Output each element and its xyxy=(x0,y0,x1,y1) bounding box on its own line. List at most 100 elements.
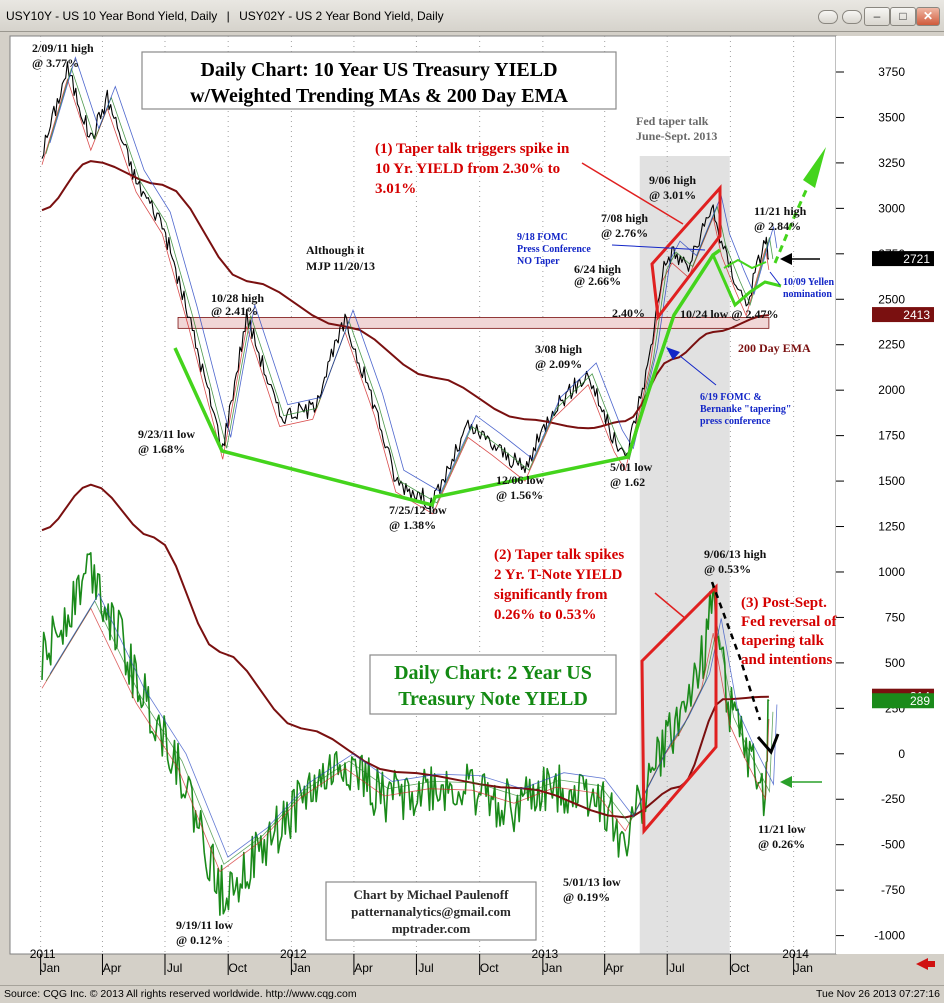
annotation-although: Although it xyxy=(306,243,364,257)
annotation-taper2: 2 Yr. T-Note YIELD xyxy=(494,567,623,583)
y-tick-label: 3500 xyxy=(878,110,905,124)
y-tick-label: 1000 xyxy=(878,565,905,579)
series-lines xyxy=(41,56,778,916)
window-pill-icon[interactable] xyxy=(818,10,838,24)
resistance-band xyxy=(177,317,770,329)
status-bar: Source: CQG Inc. © 2013 All rights reser… xyxy=(0,985,944,1003)
red-taper-box-2y xyxy=(640,583,718,836)
annotation-9-18-fomc: NO Taper xyxy=(517,256,560,267)
x-month-label: Apr xyxy=(605,961,624,975)
window-pill-icon-2[interactable] xyxy=(842,10,862,24)
moving-average-10y xyxy=(49,56,778,493)
annotation-9-23-11-low: 9/23/11 low xyxy=(138,427,195,441)
moving-average-2y xyxy=(49,592,778,858)
title-10y-box-line: Daily Chart: 10 Year US Treasury YIELD xyxy=(200,59,557,81)
annotation-7-25-12-low: @ 1.38% xyxy=(389,518,436,532)
credit-box-line: mptrader.com xyxy=(392,921,471,936)
annotation-2-09-11-high: 2/09/11 high xyxy=(32,41,94,55)
source-text: Source: CQG Inc. © 2013 All rights reser… xyxy=(4,988,357,1000)
series-line-1 xyxy=(41,160,770,430)
annotation-9-06-13-high: @ 0.53% xyxy=(704,562,751,576)
annotation-9-06-13-high: 9/06/13 high xyxy=(704,547,767,561)
annotation-11-21-high: 11/21 high xyxy=(754,204,807,218)
red-leader-taper2 xyxy=(654,592,687,620)
window-titlebar: USY10Y - US 10 Year Bond Yield, Daily | … xyxy=(0,0,944,32)
y-tick-label: 1500 xyxy=(878,474,905,488)
y-axis-ticks: 3750350032503000275025002250200017501500… xyxy=(836,65,905,943)
credit-box-line: patternanalytics@gmail.com xyxy=(351,904,511,919)
x-month-label: Jul xyxy=(167,961,182,975)
annotation-taper1: 3.01% xyxy=(375,181,416,197)
green-trendline-10y xyxy=(173,248,722,508)
annotation-3-08-high: 3/08 high xyxy=(535,342,582,356)
moving-average-10y xyxy=(41,77,770,515)
x-year-label: 2011 xyxy=(30,947,56,961)
annotation-10-09-yellen: 10/09 Yellen xyxy=(783,277,834,288)
annotation-taper1: 10 Yr. YIELD from 2.30% to xyxy=(375,161,560,177)
close-button[interactable]: ✕ xyxy=(916,7,940,26)
black-arrow-head-icon xyxy=(756,733,780,755)
annotation-fed-taper-talk: Fed taper talk xyxy=(636,114,709,128)
annotation-12-06-low: @ 1.56% xyxy=(496,488,543,502)
annotation-although: MJP 11/20/13 xyxy=(306,259,375,273)
y-tick-label: 750 xyxy=(885,610,905,624)
annotation-taper3: and intentions xyxy=(741,652,832,668)
scroll-arrow-icon[interactable] xyxy=(916,958,935,970)
tab-usy10y[interactable]: USY10Y - US 10 Year Bond Yield, Daily xyxy=(6,9,218,23)
y-tick-label: 0 xyxy=(898,747,905,761)
y-tick-label: 2500 xyxy=(878,292,905,306)
title-10y-box xyxy=(141,51,617,110)
tab-usy02y[interactable]: USY02Y - US 2 Year Bond Yield, Daily xyxy=(239,9,444,23)
annotation-taper3: Fed reversal of xyxy=(741,614,838,630)
y-tick-label: 2000 xyxy=(878,383,905,397)
x-month-label: Jan xyxy=(41,961,60,975)
x-month-label: Jan xyxy=(291,961,310,975)
y-tick-label: 1250 xyxy=(878,520,905,534)
annotation-10-28-high: @ 2.41% xyxy=(211,304,258,318)
annotation-5-01-13-low: @ 0.19% xyxy=(563,890,610,904)
maximize-button[interactable]: □ xyxy=(890,7,916,26)
minimize-button[interactable]: – xyxy=(864,7,890,26)
annotation-9-18-fomc: 9/18 FOMC xyxy=(517,232,568,243)
x-month-label: Oct xyxy=(228,961,247,975)
annotation-6-24-high: 6/24 high xyxy=(574,262,621,276)
x-month-label: Jul xyxy=(669,961,684,975)
annotation-5-01-low: @ 1.62 xyxy=(610,475,645,489)
title-2y-box-line: Treasury Note YIELD xyxy=(398,688,588,710)
y-tick-label: 1750 xyxy=(878,429,905,443)
annotation-200-day-ema: 200 Day EMA xyxy=(738,341,811,355)
title-2y-box xyxy=(369,654,617,715)
annotation-10-09-yellen: nomination xyxy=(783,289,832,300)
black-pointer-arrow-icon xyxy=(780,253,792,265)
last-value-labels: 27212413314289 xyxy=(872,251,934,709)
annotation-2-09-11-high: @ 3.77% xyxy=(32,56,79,70)
annotation-taper2: significantly from xyxy=(494,587,608,603)
green-projection-arrow xyxy=(773,185,810,264)
annotation-taper2: 0.26% to 0.53% xyxy=(494,607,597,623)
text-boxes: Daily Chart: 10 Year US Treasury YIELD w/… xyxy=(141,51,617,941)
annotation-taper3: (3) Post-Sept. xyxy=(741,595,827,611)
title-10y-box-line: w/Weighted Trending MAs & 200 Day EMA xyxy=(190,85,568,107)
last-value-label: 2413 xyxy=(903,308,930,322)
x-year-label: 2012 xyxy=(280,947,307,961)
red-taper-box-10y xyxy=(650,184,722,321)
yield-chart: 3750350032503000275025002250200017501500… xyxy=(9,32,944,985)
annotation-12-06-low: 12/06 low xyxy=(496,473,545,487)
y-tick-label: -1000 xyxy=(874,929,905,943)
y-tick-label: 3750 xyxy=(878,65,905,79)
moving-average-2y xyxy=(45,600,774,865)
credit-box-line: Chart by Michael Paulenoff xyxy=(354,887,510,902)
blue-arrow-head-icon xyxy=(666,347,680,360)
annotation-7-08-high: 7/08 high xyxy=(601,211,648,225)
annotation-fed-taper-talk: June-Sept. 2013 xyxy=(636,129,717,143)
last-value-box xyxy=(872,307,934,323)
annotation-11-21-low: @ 0.26% xyxy=(758,837,805,851)
x-month-label: Jan xyxy=(794,961,813,975)
tab-separator: | xyxy=(226,9,230,23)
blue-leader-yellen xyxy=(769,271,781,286)
series-line-0 xyxy=(41,61,770,510)
annotation-9-06-high: 9/06 high xyxy=(649,173,696,187)
annotation-9-19-11-low: @ 0.12% xyxy=(176,933,223,947)
annotation-7-25-12-low: 7/25/12 low xyxy=(389,503,447,517)
y-tick-label: -750 xyxy=(881,883,905,897)
